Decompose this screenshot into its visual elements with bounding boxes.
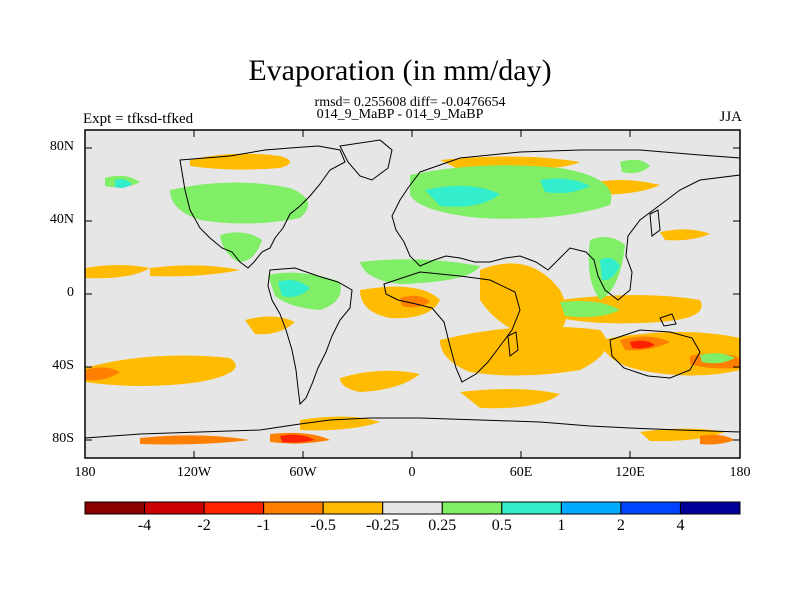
colorbar-box	[560, 501, 622, 515]
x-tick-label: 60W	[289, 465, 317, 480]
colorbar-box	[501, 501, 562, 515]
colorbar-box	[84, 501, 146, 515]
colorbar-label: 2	[616, 517, 625, 534]
colorbar-label: 1	[557, 517, 566, 534]
negative-large-regions	[280, 340, 655, 443]
colorbar-box	[620, 501, 681, 515]
colorbar-label: 0.25	[428, 517, 457, 534]
stats-line: rmsd= 0.255608 diff= -0.0476654	[314, 95, 506, 110]
season-label: JJA	[719, 109, 742, 125]
colorbar-label: -0.25	[366, 517, 400, 534]
map-subtitle: 014_9_MaBP - 014_9_MaBP	[316, 107, 484, 122]
colorbar-box	[263, 501, 324, 515]
y-tick-label: 80N	[49, 139, 74, 154]
positive-mid-regions	[115, 178, 620, 297]
colorbar-box	[322, 501, 384, 515]
x-tick-label: 120E	[615, 465, 645, 480]
x-tick-label: 0	[408, 465, 416, 480]
x-tick-label: 60E	[509, 465, 533, 480]
y-tick-label: 40N	[49, 212, 74, 227]
colorbar-box	[144, 501, 205, 515]
colorbar-label: -0.5	[310, 517, 336, 534]
x-tick-label: 120W	[176, 465, 212, 480]
colorbar-box	[382, 501, 443, 515]
map-title: Evaporation (in mm/day)	[248, 54, 552, 87]
colorbar-label: 0.5	[491, 517, 512, 534]
x-tick-label: 180	[729, 465, 751, 480]
colorbar-box	[203, 501, 265, 515]
colorbar-box	[441, 501, 503, 515]
anomaly-field	[85, 153, 740, 445]
colorbar	[84, 501, 741, 515]
y-tick-label: 0	[67, 285, 74, 300]
colorbar-label: -2	[197, 517, 211, 534]
colorbar-label: -4	[137, 517, 152, 534]
experiment-label: Expt = tfksd-tfked	[83, 111, 194, 127]
x-tick-label: 180	[74, 465, 96, 480]
colorbar-label: 4	[676, 517, 685, 534]
y-tick-label: 80S	[52, 431, 74, 446]
axis-ticks	[84, 130, 741, 458]
y-tick-label: 40S	[52, 358, 74, 373]
continent-outlines	[84, 139, 741, 459]
colorbar-label: -1	[256, 517, 271, 534]
colorbar-box	[679, 501, 741, 515]
